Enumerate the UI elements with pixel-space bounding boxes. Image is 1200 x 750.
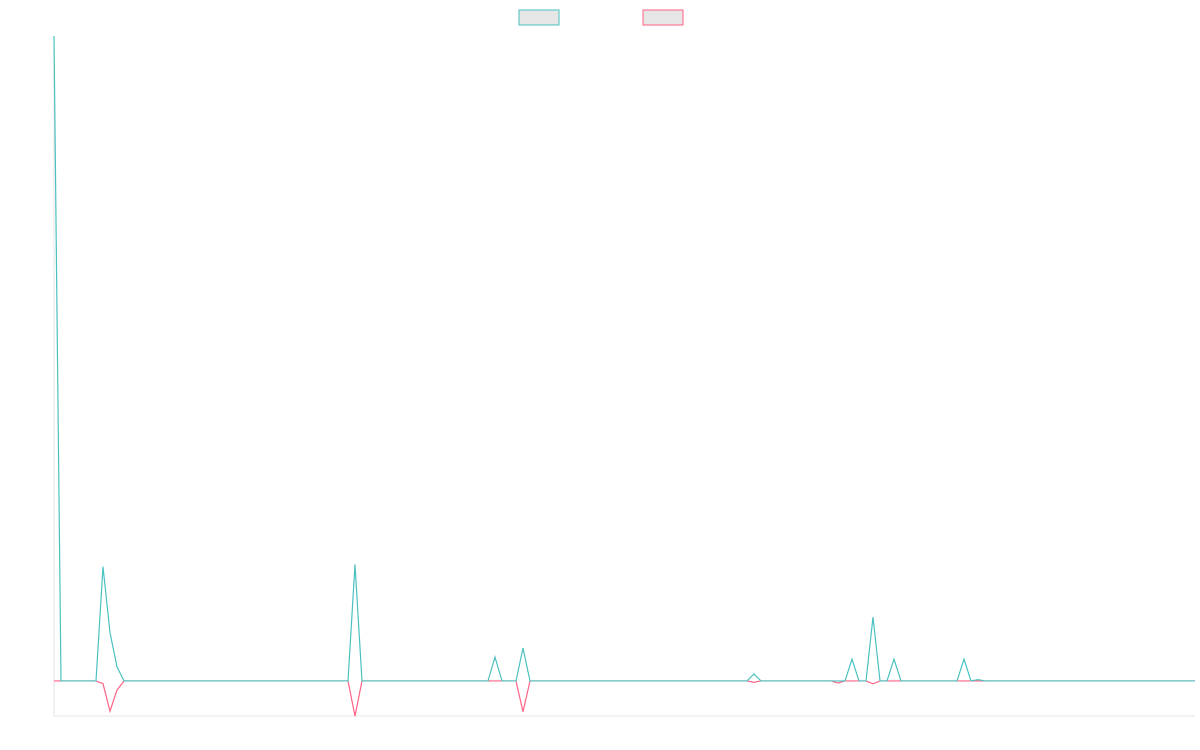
legend-swatch[interactable] xyxy=(518,9,560,26)
legend-swatch[interactable] xyxy=(642,9,684,26)
series-line xyxy=(53,35,1195,682)
series-line xyxy=(54,680,1195,717)
